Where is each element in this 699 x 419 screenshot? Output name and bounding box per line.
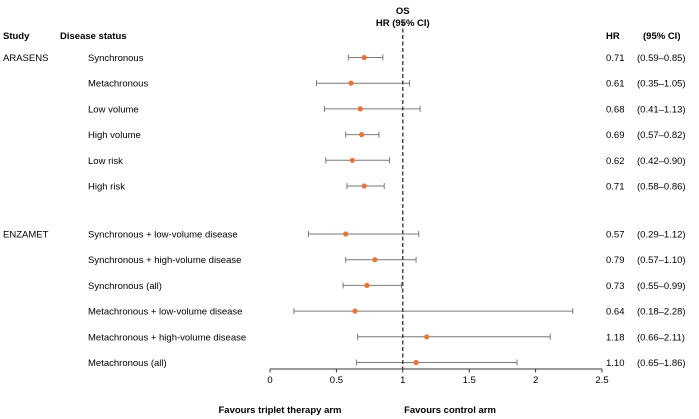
chart-title: OS xyxy=(396,6,410,17)
study-label: ARASENS xyxy=(3,53,48,64)
ci-value: (0.55–0.99) xyxy=(637,281,686,292)
ci-value: (0.59–0.85) xyxy=(637,53,686,64)
hr-value: 0.68 xyxy=(606,104,625,115)
row-label: Metachronous + high-volume disease xyxy=(88,332,246,343)
x-tick-label: 1 xyxy=(400,375,405,386)
hr-point xyxy=(359,132,365,138)
ci-value: (0.66–2.11) xyxy=(637,332,685,343)
hr-value: 0.71 xyxy=(606,53,625,64)
footer-left-label: Favours triplet therapy arm xyxy=(218,405,341,416)
row-label: Metachronous (all) xyxy=(88,358,167,369)
ci-value: (0.18–2.28) xyxy=(637,307,686,318)
ci-value: (0.65–1.86) xyxy=(637,358,686,369)
hr-point xyxy=(348,80,354,86)
ci-value: (0.57–1.10) xyxy=(637,255,686,266)
ci-value: (0.29–1.12) xyxy=(637,230,686,241)
hr-point xyxy=(357,106,363,112)
x-tick-label: 2.5 xyxy=(595,375,608,386)
row-label: High volume xyxy=(88,130,141,141)
hr-value: 0.61 xyxy=(606,79,625,90)
ci-value: (0.35–1.05) xyxy=(637,79,686,90)
x-tick-label: 0.5 xyxy=(330,375,343,386)
hr-value: 0.57 xyxy=(606,230,625,241)
hr-point xyxy=(372,257,378,263)
hr-value: 0.71 xyxy=(606,182,625,193)
ci-value: (0.41–1.13) xyxy=(637,104,686,115)
hr-value: 0.73 xyxy=(606,281,625,292)
hr-point xyxy=(424,334,430,340)
header-ci: (95% CI) xyxy=(643,31,680,42)
hr-value: 0.64 xyxy=(606,307,625,318)
hr-value: 0.69 xyxy=(606,130,625,141)
header-hr: HR xyxy=(606,31,620,42)
row-label: Low volume xyxy=(88,104,139,115)
row-label: Low risk xyxy=(88,156,123,167)
ci-value: (0.42–0.90) xyxy=(637,156,686,167)
hr-point xyxy=(352,308,358,314)
x-tick-label: 1.5 xyxy=(463,375,476,386)
header-disease-status: Disease status xyxy=(60,31,127,42)
row-label: Metachronous + low-volume disease xyxy=(88,307,242,318)
hr-value: 1.18 xyxy=(606,332,625,343)
hr-point xyxy=(361,183,367,189)
x-tick-label: 0 xyxy=(267,375,272,386)
footer-right-label: Favours control arm xyxy=(404,405,496,416)
ci-value: (0.58–0.86) xyxy=(637,182,686,193)
row-label: Metachronous xyxy=(88,79,148,90)
ci-value: (0.57–0.82) xyxy=(637,130,686,141)
hr-point xyxy=(364,282,370,288)
hr-point xyxy=(349,157,355,163)
hr-point xyxy=(413,359,419,366)
hr-value: 0.62 xyxy=(606,156,625,167)
row-label: Synchronous + low-volume disease xyxy=(88,230,238,241)
row-label: Synchronous + high-volume disease xyxy=(88,255,241,266)
row-label: Synchronous (all) xyxy=(88,281,162,292)
study-label: ENZAMET xyxy=(3,230,49,241)
row-label: High risk xyxy=(88,182,125,193)
hr-value: 0.79 xyxy=(606,255,625,266)
hr-point xyxy=(361,54,367,61)
hr-value: 1.10 xyxy=(606,358,625,369)
row-label: Synchronous xyxy=(88,53,144,64)
hr-point xyxy=(343,231,349,237)
header-study: Study xyxy=(3,31,30,42)
x-tick-label: 2 xyxy=(533,375,538,386)
